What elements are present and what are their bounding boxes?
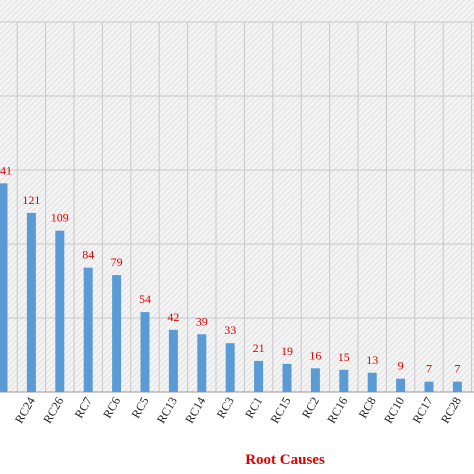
bar <box>83 267 93 392</box>
value-label: 7 <box>426 362 432 376</box>
value-label: 33 <box>224 323 236 337</box>
value-label: 13 <box>366 353 378 367</box>
value-label: 54 <box>139 292 151 306</box>
value-label: 21 <box>253 341 265 355</box>
bar <box>367 372 377 392</box>
value-label: 15 <box>338 350 350 364</box>
x-tick-label: RC2 <box>299 395 322 421</box>
value-label: 141 <box>0 163 12 177</box>
x-tick-label: RC3 <box>214 395 237 421</box>
value-label: 39 <box>196 314 208 328</box>
bar <box>168 329 178 392</box>
x-axis-title: Root Causes <box>245 452 325 468</box>
x-tick-label: RC7 <box>72 395 95 421</box>
value-label: 109 <box>51 211 69 225</box>
value-label: 7 <box>454 362 460 376</box>
bar <box>310 368 320 392</box>
bar <box>197 334 207 392</box>
x-tick-label: RC5 <box>128 395 151 421</box>
value-label: 9 <box>398 359 404 373</box>
x-tick-label: RC1 <box>242 395 265 421</box>
bar <box>282 363 292 392</box>
x-tick-label: RC14 <box>182 395 208 426</box>
x-tick-label: RC8 <box>356 395 379 421</box>
bar <box>55 230 65 392</box>
bar <box>112 275 122 392</box>
x-tick-label: RC13 <box>154 395 180 426</box>
x-tick-label: RC24 <box>12 395 38 426</box>
x-tick-label: RC28 <box>438 395 464 426</box>
bar <box>140 312 150 392</box>
bar <box>339 369 349 392</box>
value-label: 42 <box>167 310 179 324</box>
value-label: 19 <box>281 344 293 358</box>
x-tick-label: RC10 <box>381 395 407 426</box>
x-tick-label: RC16 <box>324 395 350 426</box>
value-label: 121 <box>22 193 40 207</box>
x-tick-label: RC15 <box>267 395 293 426</box>
bar <box>254 360 264 392</box>
x-tick-label: RC26 <box>40 395 66 426</box>
bar <box>0 183 8 392</box>
value-label: 84 <box>82 248 94 262</box>
plot-background <box>0 0 474 392</box>
bar <box>424 381 434 392</box>
bar <box>225 343 235 392</box>
bar <box>452 381 462 392</box>
value-label: 16 <box>309 348 321 362</box>
bar <box>396 378 406 392</box>
bar <box>26 212 36 392</box>
value-label: 79 <box>111 255 123 269</box>
x-tick-label: RC17 <box>409 395 435 426</box>
x-tick-label: RC6 <box>100 395 123 421</box>
